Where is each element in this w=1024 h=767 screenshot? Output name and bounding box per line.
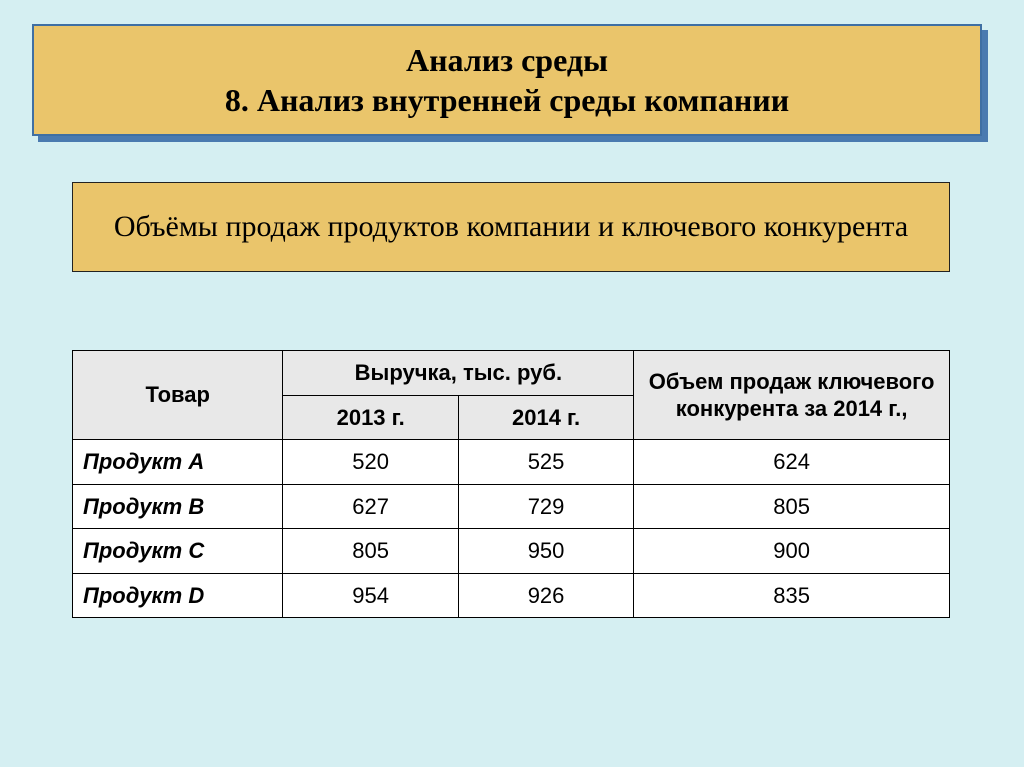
cell-2013: 805 — [283, 529, 458, 574]
col-header-competitor: Объем продаж ключевого конкурента за 201… — [634, 351, 950, 440]
cell-competitor: 900 — [634, 529, 950, 574]
table-row: Продукт D 954 926 835 — [73, 573, 950, 618]
cell-2013: 954 — [283, 573, 458, 618]
cell-competitor: 624 — [634, 440, 950, 485]
row-label: Продукт B — [73, 484, 283, 529]
title-line-2: 8. Анализ внутренней среды компании — [225, 80, 789, 120]
cell-competitor: 805 — [634, 484, 950, 529]
sales-table-container: Товар Выручка, тыс. руб. Объем продаж кл… — [72, 350, 950, 618]
title-bar: Анализ среды 8. Анализ внутренней среды … — [32, 24, 982, 136]
cell-2014: 926 — [458, 573, 633, 618]
cell-2013: 627 — [283, 484, 458, 529]
col-header-revenue-group: Выручка, тыс. руб. — [283, 351, 634, 396]
col-header-2013: 2013 г. — [283, 395, 458, 440]
row-label: Продукт D — [73, 573, 283, 618]
sales-table: Товар Выручка, тыс. руб. Объем продаж кл… — [72, 350, 950, 618]
subtitle-text: Объёмы продаж продуктов компании и ключе… — [114, 208, 908, 246]
table-row: Продукт B 627 729 805 — [73, 484, 950, 529]
col-header-tovar: Товар — [73, 351, 283, 440]
subtitle-bar: Объёмы продаж продуктов компании и ключе… — [72, 182, 950, 272]
table-header-row-1: Товар Выручка, тыс. руб. Объем продаж кл… — [73, 351, 950, 396]
title-line-1: Анализ среды — [406, 40, 608, 80]
cell-2014: 729 — [458, 484, 633, 529]
cell-2014: 525 — [458, 440, 633, 485]
col-header-2014: 2014 г. — [458, 395, 633, 440]
table-row: Продукт A 520 525 624 — [73, 440, 950, 485]
cell-competitor: 835 — [634, 573, 950, 618]
row-label: Продукт C — [73, 529, 283, 574]
cell-2014: 950 — [458, 529, 633, 574]
table-row: Продукт C 805 950 900 — [73, 529, 950, 574]
cell-2013: 520 — [283, 440, 458, 485]
row-label: Продукт A — [73, 440, 283, 485]
